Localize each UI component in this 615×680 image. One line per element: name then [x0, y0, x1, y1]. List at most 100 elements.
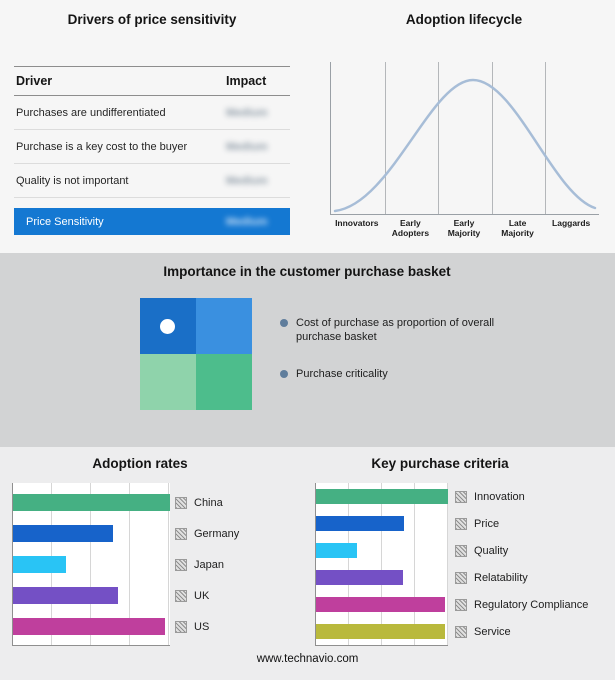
- legend-item-price: Price: [455, 510, 588, 537]
- pattern-swatch-icon: [455, 517, 467, 530]
- bar-china: [13, 494, 170, 511]
- basket-legend: Cost of purchase as proportion of overal…: [280, 316, 505, 403]
- stage-label-early-majority: Early Majority: [437, 218, 491, 238]
- table-row: Quality is not important Medium: [14, 164, 290, 198]
- impact-cell-blurred: Medium: [226, 140, 268, 153]
- bar-label: Innovation: [474, 490, 525, 503]
- stage-label-early-adopters: Early Adopters: [384, 218, 438, 238]
- pattern-swatch-icon: [175, 527, 187, 540]
- stage-label-line: Adopters: [391, 228, 430, 239]
- pattern-swatch-icon: [175, 589, 187, 602]
- table-header-driver: Driver: [16, 74, 53, 88]
- legend-item: Purchase criticality: [280, 367, 505, 381]
- bar-label: Regulatory Compliance: [474, 598, 589, 611]
- table-header-impact: Impact: [226, 74, 267, 88]
- purchase-basket-quadrant: [140, 298, 252, 410]
- stage-label-innovators: Innovators: [330, 218, 384, 238]
- stage-label-line: Laggards: [552, 218, 591, 228]
- pattern-swatch-icon: [175, 558, 187, 571]
- lifecycle-title: Adoption lifecycle: [405, 12, 523, 27]
- position-marker-dot: [160, 319, 175, 334]
- legend-item-us: US: [175, 611, 239, 642]
- table-row: Purchases are undifferentiated Medium: [14, 96, 290, 130]
- bar-us: [13, 618, 166, 635]
- legend-item-uk: UK: [175, 580, 239, 611]
- bullet-icon: [280, 319, 288, 327]
- price-sensitivity-summary-row: Price Sensitivity Medium: [14, 208, 290, 235]
- stage-divider: [438, 62, 440, 214]
- pattern-swatch-icon: [455, 490, 467, 503]
- legend-item-service: Service: [455, 618, 588, 645]
- stage-divider: [545, 62, 547, 214]
- stage-label-line: Majority: [501, 228, 534, 239]
- impact-cell-blurred: Medium: [226, 106, 268, 119]
- stage-label-line: Late: [508, 218, 527, 228]
- key-purchase-criteria-title: Key purchase criteria: [371, 456, 509, 471]
- bar-uk: [13, 587, 119, 604]
- technavio-url: www.technavio.com: [256, 653, 359, 665]
- legend-text: Cost of purchase as proportion of overal…: [296, 317, 495, 344]
- pattern-swatch-icon: [455, 571, 467, 584]
- stage-label-line: Early: [453, 218, 475, 228]
- legend-text: Purchase criticality: [296, 367, 388, 380]
- bell-curve: [333, 78, 597, 213]
- stage-label-line: Innovators: [335, 218, 379, 228]
- bar-label: Japan: [194, 558, 224, 571]
- bar-label: Quality: [474, 544, 509, 557]
- legend-item-china: China: [175, 487, 239, 518]
- bar-relatability: [316, 570, 404, 585]
- basket-title: Importance in the customer purchase bask…: [163, 264, 451, 279]
- drivers-table: Driver Impact Purchases are undifferenti…: [14, 66, 290, 235]
- key-purchase-criteria-plot: [315, 483, 448, 646]
- bar-price: [316, 516, 405, 531]
- quadrant-top-right: [196, 298, 252, 354]
- pattern-swatch-icon: [455, 625, 467, 638]
- quadrant-bottom-right: [196, 354, 252, 410]
- stage-label-laggards: Laggards: [544, 218, 598, 238]
- bar-label: Service: [474, 625, 511, 638]
- pattern-swatch-icon: [455, 544, 467, 557]
- middle-band: [0, 253, 615, 447]
- drivers-table-header: Driver Impact: [14, 66, 290, 96]
- legend-item: Cost of purchase as proportion of overal…: [280, 316, 505, 345]
- adoption-rates-plot: [12, 483, 170, 646]
- key-purchase-criteria-labels: Innovation Price Quality Relatability Re…: [455, 483, 588, 645]
- bar-innovation: [316, 489, 448, 504]
- stage-label-line: Early: [399, 218, 421, 228]
- drivers-title: Drivers of price sensitivity: [67, 12, 237, 27]
- quadrant-bottom-left: [140, 354, 196, 410]
- lifecycle-plot: [330, 62, 599, 215]
- stage-label-line: Majority: [447, 228, 481, 239]
- adoption-rates-title: Adoption rates: [92, 456, 188, 471]
- table-row: Purchase is a key cost to the buyer Medi…: [14, 130, 290, 164]
- pattern-swatch-icon: [175, 496, 187, 509]
- driver-cell: Quality is not important: [16, 174, 129, 187]
- bar-regulatory-compliance: [316, 597, 446, 612]
- bar-quality: [316, 543, 357, 558]
- stage-label-late-majority: Late Majority: [491, 218, 545, 238]
- legend-item-innovation: Innovation: [455, 483, 588, 510]
- bar-label: US: [194, 620, 210, 633]
- legend-item-regulatory-compliance: Regulatory Compliance: [455, 591, 588, 618]
- driver-cell: Price Sensitivity: [26, 215, 104, 228]
- driver-cell: Purchase is a key cost to the buyer: [16, 140, 188, 153]
- bar-label: UK: [194, 589, 210, 602]
- stage-divider: [491, 62, 493, 214]
- adoption-rates-labels: China Germany Japan UK US: [175, 487, 239, 642]
- stage-divider: [384, 62, 386, 214]
- bar-label: Germany: [194, 527, 240, 540]
- bar-japan: [13, 556, 67, 573]
- legend-item-relatability: Relatability: [455, 564, 588, 591]
- bar-label: Relatability: [474, 571, 528, 584]
- bullet-icon: [280, 369, 288, 378]
- bar-germany: [13, 525, 114, 542]
- impact-cell-blurred: Medium: [226, 174, 268, 187]
- legend-item-germany: Germany: [175, 518, 239, 549]
- legend-item-quality: Quality: [455, 537, 588, 564]
- pattern-swatch-icon: [175, 620, 187, 633]
- bar-label: Price: [474, 517, 500, 530]
- bar-label: China: [194, 496, 223, 509]
- pattern-swatch-icon: [455, 598, 467, 611]
- driver-cell: Purchases are undifferentiated: [16, 106, 166, 119]
- bar-service: [316, 624, 446, 639]
